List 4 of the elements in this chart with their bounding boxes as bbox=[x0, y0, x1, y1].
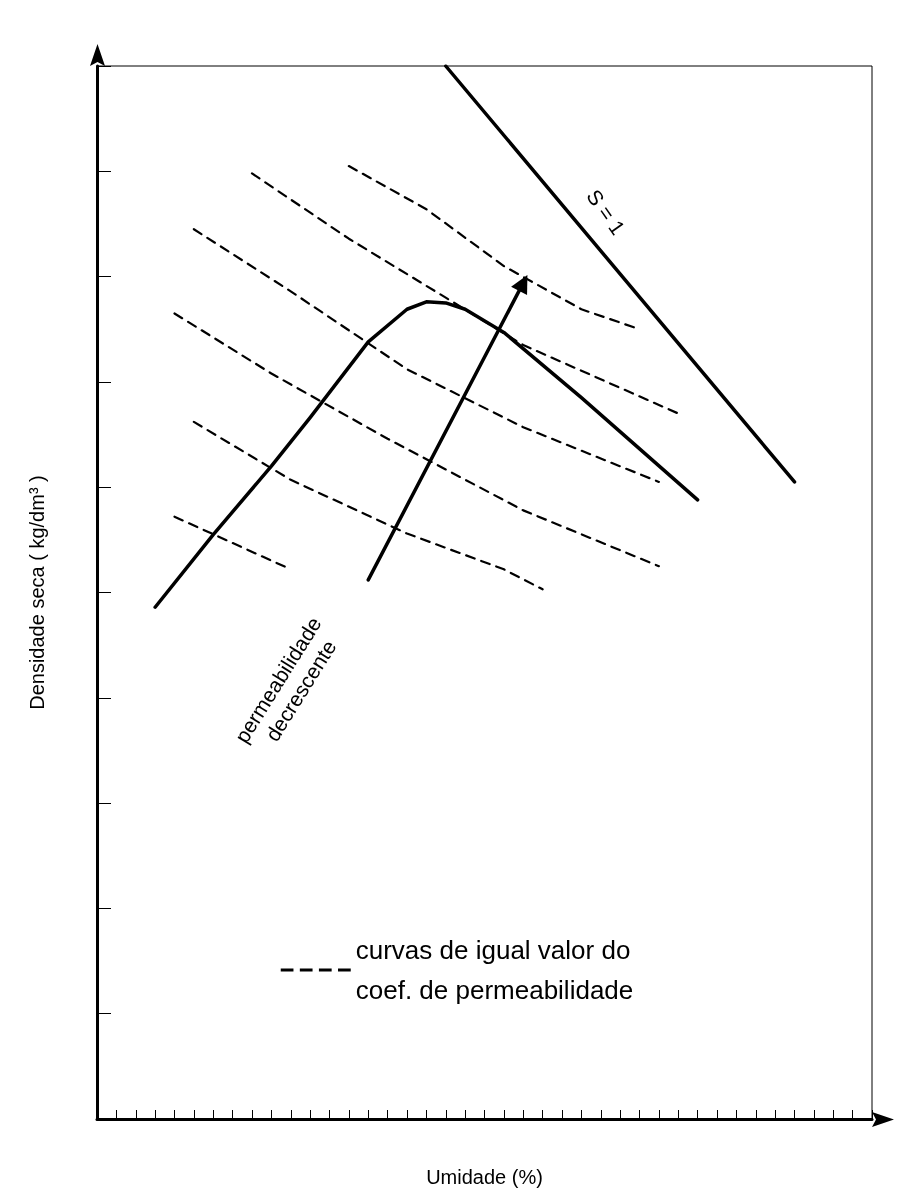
legend-label: curvas de igual valor do coef. de permeabilidade bbox=[355, 935, 634, 1005]
annotation: S = 1 bbox=[582, 185, 630, 239]
y-axis-title: Densidade seca ( kg/dm³ ) bbox=[26, 475, 48, 710]
x-axis-title: Umidade (%) bbox=[426, 1166, 543, 1188]
